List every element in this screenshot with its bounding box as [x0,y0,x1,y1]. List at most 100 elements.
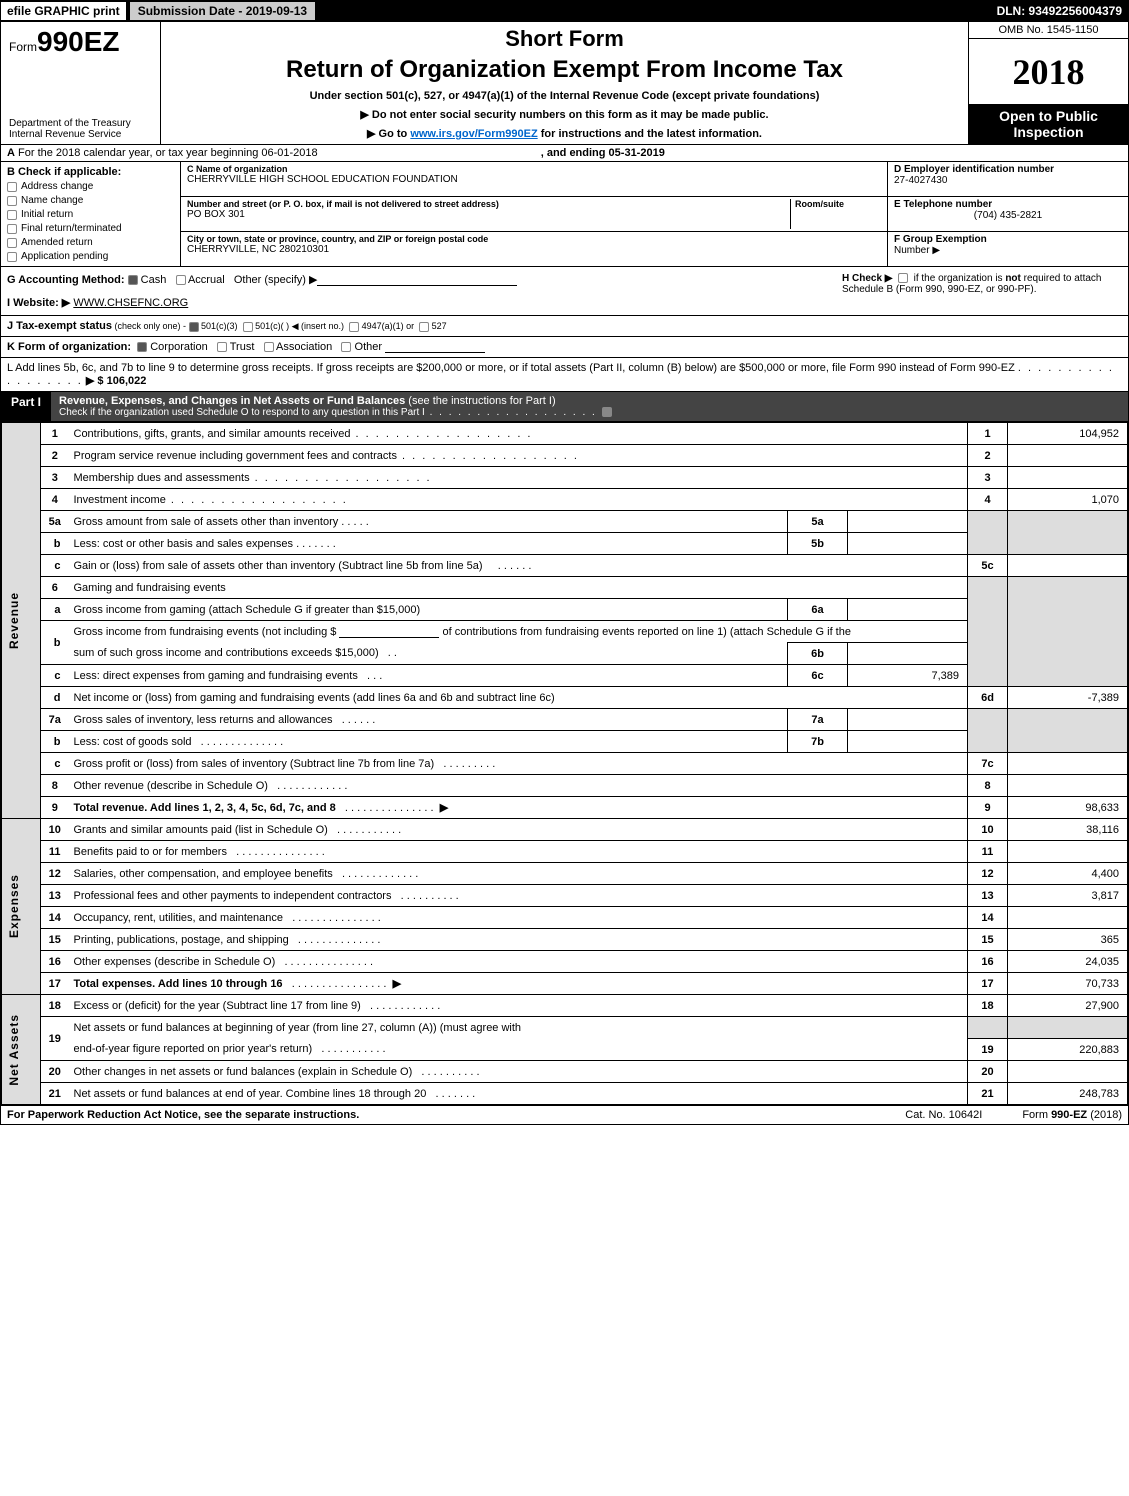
line-desc: Membership dues and assessments [69,467,968,489]
checkbox-icon[interactable] [137,342,147,352]
efile-button[interactable]: efile GRAPHIC print [1,2,126,20]
checkbox-icon[interactable] [264,342,274,352]
inner-amt [848,643,968,665]
check-final-return[interactable]: Final return/terminated [7,223,174,234]
table-row: 20 Other changes in net assets or fund b… [2,1061,1128,1083]
line-num: 20 [41,1061,69,1083]
check-address-change[interactable]: Address change [7,181,174,192]
open-public-line2: Inspection [973,124,1124,140]
line-desc: Occupancy, rent, utilities, and maintena… [69,907,968,929]
h-label: H Check ▶ [842,273,892,284]
checkbox-icon[interactable] [243,322,253,332]
line-amt [1008,753,1128,775]
h-text1: if the organization is [914,273,1006,284]
table-row: 5a Gross amount from sale of assets othe… [2,511,1128,533]
cell-group-exemption: F Group Exemption Number ▶ [888,232,1128,266]
line-num: 12 [41,863,69,885]
dots [166,494,348,506]
row-a-label: A [7,147,15,159]
line-num: 7a [41,709,69,731]
line-amt [1008,907,1128,929]
pointer2-pre: ▶ Go to [367,128,410,140]
line-num: 11 [41,841,69,863]
pointer2-post: for instructions and the latest informat… [538,128,762,140]
desc-text: Other expenses (describe in Schedule O) [74,956,276,968]
line-num: b [41,731,69,753]
checkbox-icon[interactable] [898,273,908,283]
line-desc: Less: direct expenses from gaming and fu… [69,665,788,687]
table-row: b Gross income from fundraising events (… [2,621,1128,643]
check-initial-return[interactable]: Initial return [7,209,174,220]
table-row: 14 Occupancy, rent, utilities, and maint… [2,907,1128,929]
inner-amt [848,599,968,621]
row-a: A For the 2018 calendar year, or tax yea… [0,145,1129,162]
return-title: Return of Organization Exempt From Incom… [171,56,958,84]
dots [397,450,579,462]
line-desc: Program service revenue including govern… [69,445,968,467]
line-box: 11 [968,841,1008,863]
line-desc: Investment income [69,489,968,511]
addr-value: PO BOX 301 [187,209,786,220]
grey-cell [1008,1017,1128,1039]
checkbox-icon[interactable] [341,342,351,352]
desc-text: Grants and similar amounts paid (list in… [74,824,328,836]
line-box: 2 [968,445,1008,467]
g-cash: Cash [141,274,167,286]
line-amt [1008,555,1128,577]
irs-link[interactable]: www.irs.gov/Form990EZ [410,128,537,140]
line-num: 10 [41,819,69,841]
line-box: 4 [968,489,1008,511]
row-gh-left: G Accounting Method: Cash Accrual Other … [7,273,842,309]
table-row: 13 Professional fees and other payments … [2,885,1128,907]
website-value[interactable]: WWW.CHSEFNC.ORG [73,297,188,309]
checkbox-icon[interactable] [128,275,138,285]
check-application-pending[interactable]: Application pending [7,251,174,262]
line-desc: Net assets or fund balances at beginning… [69,1017,968,1039]
checkbox-icon[interactable] [349,322,359,332]
check-label: Final return/terminated [21,223,122,234]
grey-cell [968,577,1008,687]
line-amt: 248,783 [1008,1083,1128,1105]
check-label: Address change [21,181,93,192]
line-box: 6d [968,687,1008,709]
checkbox-icon[interactable] [602,407,612,417]
checkbox-icon[interactable] [189,322,199,332]
line-desc: Contributions, gifts, grants, and simila… [69,423,968,445]
pointer-2: ▶ Go to www.irs.gov/Form990EZ for instru… [171,127,958,140]
checkbox-icon [7,182,17,192]
line-num: 9 [41,797,69,819]
line-num: a [41,599,69,621]
desc-text: Net assets or fund balances at end of ye… [74,1088,427,1100]
short-form-title: Short Form [171,26,958,52]
cell-city: City or town, state or province, country… [181,232,887,266]
c-label: C Name of organization [187,164,881,174]
check-name-change[interactable]: Name change [7,195,174,206]
blank-underline [317,274,517,286]
table-row: 7a Gross sales of inventory, less return… [2,709,1128,731]
line-desc: Other revenue (describe in Schedule O) .… [69,775,968,797]
line-num: c [41,665,69,687]
line-box: 19 [968,1039,1008,1061]
side-expenses: Expenses [2,819,41,995]
check-label: Name change [21,195,83,206]
line-num: 15 [41,929,69,951]
side-netassets: Net Assets [2,995,41,1105]
i-label: I Website: ▶ [7,297,70,309]
line-num: 17 [41,973,69,995]
line-desc: Grants and similar amounts paid (list in… [69,819,968,841]
grey-cell [968,1017,1008,1039]
table-row: 2 Program service revenue including gove… [2,445,1128,467]
line-desc: Less: cost or other basis and sales expe… [69,533,788,555]
check-label: Amended return [21,237,93,248]
checkbox-icon[interactable] [419,322,429,332]
cell-phone: E Telephone number (704) 435-2821 [888,197,1128,232]
checkbox-icon[interactable] [217,342,227,352]
omb-number: OMB No. 1545-1150 [969,22,1128,39]
col-c: C Name of organization CHERRYVILLE HIGH … [181,162,888,266]
checkbox-icon[interactable] [176,275,186,285]
line-desc: Total expenses. Add lines 10 through 16 … [69,973,968,995]
line-box: 21 [968,1083,1008,1105]
check-amended-return[interactable]: Amended return [7,237,174,248]
dots [425,407,597,418]
city-label: City or town, state or province, country… [187,234,881,244]
